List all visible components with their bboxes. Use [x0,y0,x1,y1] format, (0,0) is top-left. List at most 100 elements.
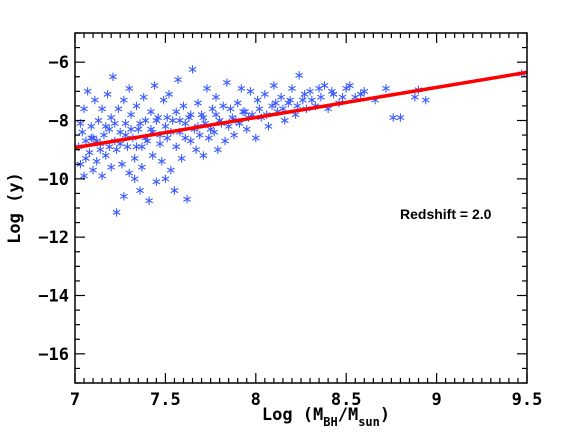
data-point [210,127,219,137]
data-point [83,87,92,96]
y-tick-label: −10 [38,170,69,190]
data-point [101,122,110,131]
fit-line [74,70,528,150]
data-point [242,125,251,134]
data-point [175,116,184,125]
data-point [186,136,195,146]
data-point [260,90,269,99]
data-point [410,92,419,102]
x-tick-labels: 7 7.5 8 8.5 9 9.5 [70,390,542,410]
data-point [119,192,128,201]
data-point [184,113,193,122]
data-point [110,119,119,128]
data-point [230,130,239,140]
data-point [136,119,145,128]
data-point [255,104,264,114]
x-tick-label: 8 [251,390,261,410]
data-point [137,142,146,151]
data-point [251,133,260,143]
data-point [421,95,430,105]
data-point [192,145,201,154]
data-point [137,162,146,172]
data-point [89,133,97,143]
data-point [172,142,181,151]
data-point [204,133,213,143]
data-point [298,95,307,105]
y-axis-title: Log (y) [5,172,25,244]
data-point [116,127,125,137]
data-point [356,90,365,99]
data-point [125,84,134,93]
data-point [208,104,217,114]
data-point [98,104,107,114]
data-point [143,136,152,146]
data-point [280,116,289,125]
data-point [177,154,186,163]
data-point [212,110,220,119]
data-point [105,142,114,151]
data-point [100,130,108,140]
data-point [168,116,177,125]
data-point [219,101,228,111]
x-tick-label: 9.5 [512,390,543,410]
data-point [203,84,211,93]
data-point [78,127,87,137]
data-point [130,154,139,163]
data-point [186,110,195,119]
data-point [345,81,354,90]
data-point [277,92,286,102]
data-point [195,130,204,140]
data-point [233,98,242,108]
data-point [396,113,405,122]
data-point [212,92,220,102]
data-point [170,186,179,195]
data-point [127,125,135,134]
data-point [338,92,347,102]
data-point [253,95,262,105]
data-point [85,148,94,157]
data-point [181,133,190,143]
data-point [221,136,229,146]
data-point [269,81,278,90]
x-tick-label: 8.5 [331,390,362,410]
data-point [246,87,255,96]
data-point [119,95,128,105]
data-point [315,84,323,93]
data-point [81,154,90,163]
data-point [163,133,172,143]
data-point [199,151,208,160]
data-point [136,186,145,195]
y-tick-label: −12 [38,228,69,248]
data-point [94,116,103,125]
data-point [139,92,148,102]
data-point [306,87,314,96]
x-tick-label: 7 [70,390,80,410]
x-tick-label: 7.5 [150,390,181,410]
data-point [87,122,96,131]
data-point [98,171,107,181]
data-point [157,157,166,166]
data-point [222,78,231,87]
data-point [154,113,163,122]
data-point [183,195,192,204]
data-point [360,87,369,96]
data-point [76,160,85,169]
data-point [132,142,141,151]
data-point [141,116,150,125]
data-point [271,98,280,108]
data-point [101,151,110,160]
data-point [194,98,202,108]
data-point [237,84,246,93]
data-point [264,122,273,131]
data-point [107,113,116,122]
data-point [342,84,351,93]
data-point [295,71,304,80]
data-point [163,113,172,122]
y-tick-label: −6 [49,53,69,73]
data-point [288,84,296,93]
data-point [329,90,338,99]
data-point [316,92,325,102]
data-point [199,113,208,122]
data-point [130,174,139,184]
